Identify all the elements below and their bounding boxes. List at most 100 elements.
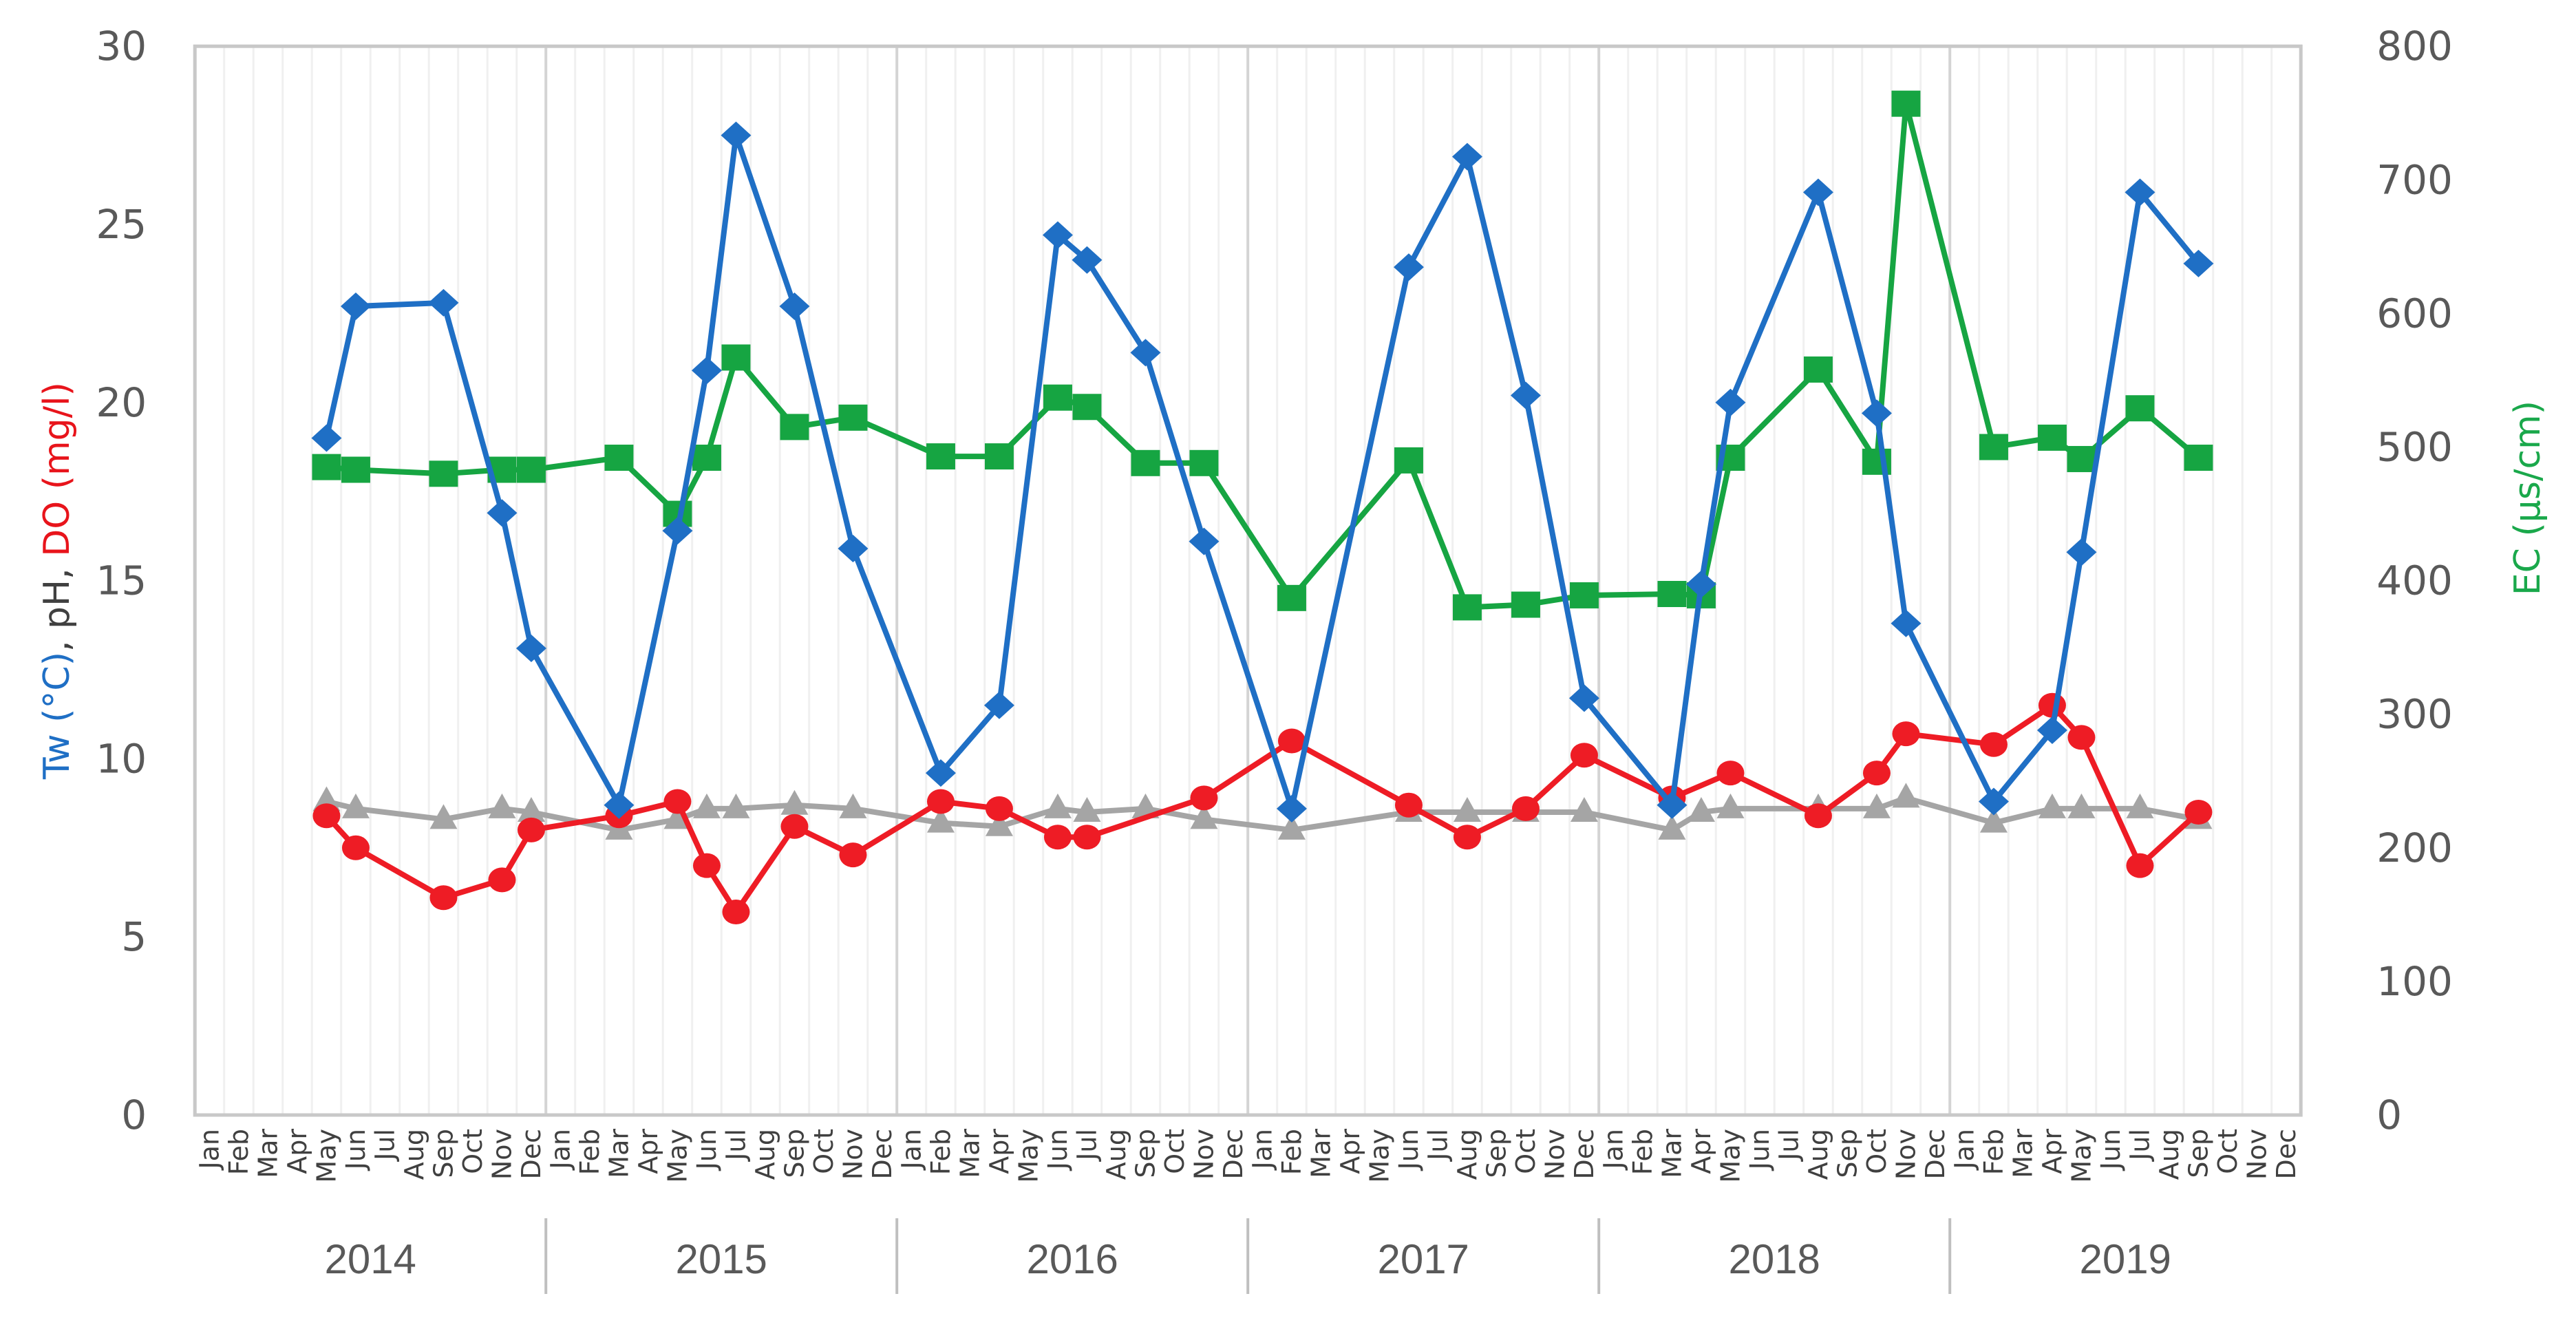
square-marker	[1979, 434, 2008, 460]
triangle-marker	[692, 793, 721, 818]
month-label: Sep	[2183, 1129, 2213, 1178]
month-label: Jan	[1598, 1129, 1628, 1171]
circle-marker	[2126, 853, 2154, 878]
right-tick-label: 100	[2376, 958, 2453, 1005]
month-label: Dec	[2271, 1129, 2301, 1180]
triangle-marker	[1131, 793, 1160, 818]
month-label: Jan	[1247, 1129, 1277, 1171]
month-label: Aug	[750, 1129, 780, 1180]
year-label: 2017	[1377, 1236, 1469, 1282]
right-tick-label: 400	[2376, 558, 2453, 604]
left-tick-label: 0	[121, 1092, 147, 1138]
month-label: Jun	[1745, 1129, 1775, 1171]
triangle-marker	[1862, 793, 1891, 818]
right-tick-label: 600	[2376, 290, 2453, 337]
circle-marker	[1277, 728, 1306, 754]
diamond-marker	[604, 791, 635, 819]
series-ec	[312, 90, 2213, 621]
data-series	[311, 90, 2214, 924]
right-tick-label: 300	[2376, 691, 2453, 738]
left-y-axis-ticks: 0 5 10 15 20 25 30	[96, 23, 147, 1138]
right-y-axis-title: EC (µs/cm)	[2507, 401, 2548, 595]
month-label: Mar	[253, 1129, 283, 1178]
year-label: 2014	[324, 1236, 416, 1282]
month-label: Jan	[1949, 1129, 1979, 1171]
square-marker	[2125, 395, 2155, 422]
month-label: Mar	[955, 1129, 985, 1178]
circle-marker	[926, 789, 955, 814]
left-tick-label: 15	[96, 558, 147, 604]
square-marker	[926, 443, 955, 470]
diamond-marker	[1042, 221, 1073, 249]
circle-marker	[1394, 792, 1423, 818]
diamond-marker	[1072, 246, 1103, 274]
triangle-marker	[2067, 793, 2096, 818]
circle-marker	[488, 867, 516, 893]
diamond-marker	[428, 288, 459, 317]
month-label: Dec	[1920, 1129, 1950, 1180]
month-label: Oct	[1160, 1129, 1190, 1174]
triangle-marker	[517, 797, 545, 822]
circle-marker	[2067, 725, 2096, 750]
month-label: May	[1364, 1129, 1394, 1183]
triangle-marker	[312, 786, 341, 811]
year-label: 2019	[2079, 1236, 2171, 1282]
triangle-marker	[722, 793, 750, 818]
diamond-marker	[340, 293, 371, 321]
month-label: Jun	[2096, 1129, 2126, 1171]
diamond-marker	[1657, 791, 1688, 819]
month-label: May	[662, 1129, 692, 1183]
diamond-marker	[1802, 178, 1833, 206]
triangle-marker	[780, 789, 809, 815]
diamond-marker	[1568, 684, 1599, 712]
year-label: 2016	[1026, 1236, 1118, 1282]
month-label: Aug	[1803, 1129, 1833, 1180]
square-marker	[2067, 445, 2096, 472]
square-marker	[1569, 582, 1599, 608]
month-label: Jun	[1043, 1129, 1073, 1171]
square-marker	[1891, 90, 1921, 117]
month-label: Sep	[779, 1129, 809, 1178]
circle-marker	[1073, 825, 1101, 850]
triangle-marker	[2038, 793, 2066, 818]
series-ph	[312, 783, 2213, 840]
month-label: Feb	[1277, 1129, 1307, 1175]
right-y-axis-ticks: 0 100 200 300 400 500 600 700 800	[2376, 23, 2453, 1138]
diamond-marker	[1276, 794, 1307, 822]
diamond-marker	[691, 357, 722, 385]
triangle-marker	[839, 793, 867, 818]
diamond-marker	[487, 499, 518, 527]
series-tw	[311, 121, 2214, 822]
diamond-marker	[779, 293, 810, 321]
left-tick-label: 20	[96, 379, 147, 426]
month-label: Aug	[399, 1129, 429, 1180]
diamond-marker	[1510, 381, 1541, 410]
square-marker	[721, 344, 751, 371]
circle-marker	[1190, 785, 1218, 811]
month-label: Apr	[984, 1129, 1014, 1174]
circle-marker	[1716, 761, 1745, 786]
series-do	[312, 692, 2213, 924]
circle-marker	[722, 899, 750, 924]
right-tick-label: 700	[2376, 156, 2453, 203]
circle-marker	[1570, 743, 1598, 768]
month-label: Jul	[2125, 1129, 2155, 1162]
triangle-marker	[1453, 797, 1481, 822]
square-marker	[429, 460, 458, 487]
month-label: Dec	[1218, 1129, 1248, 1180]
month-label: Apr	[2037, 1129, 2067, 1174]
triangle-marker	[2126, 793, 2154, 818]
month-label: Nov	[2242, 1129, 2272, 1180]
year-label: 2015	[675, 1236, 767, 1282]
left-tick-label: 30	[96, 23, 147, 70]
diamond-marker	[1451, 142, 1482, 171]
square-marker	[780, 414, 809, 440]
month-label: Jul	[1072, 1129, 1102, 1162]
month-label: Oct	[2213, 1129, 2243, 1174]
month-label: Sep	[1481, 1129, 1511, 1178]
diamond-marker	[721, 121, 752, 149]
triangle-marker	[1190, 804, 1218, 829]
square-marker	[1277, 584, 1306, 611]
circle-marker	[517, 817, 545, 842]
diamond-marker	[983, 691, 1014, 719]
